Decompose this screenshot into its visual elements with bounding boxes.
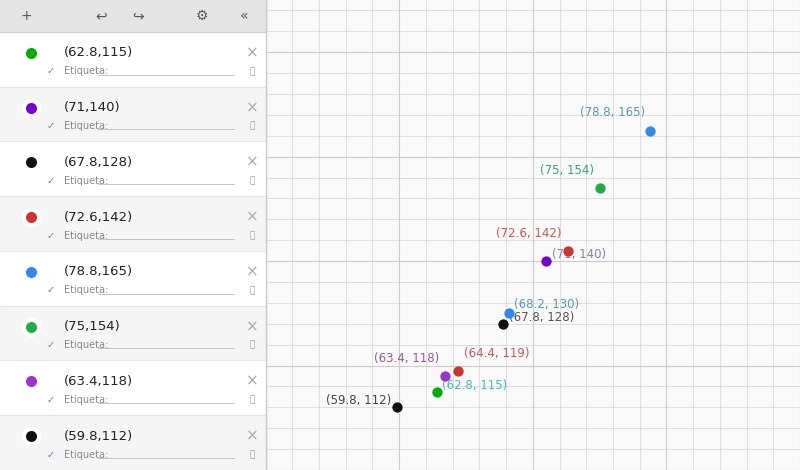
Text: (68.2, 130): (68.2, 130) bbox=[514, 298, 579, 311]
Text: «: « bbox=[240, 9, 249, 23]
Bar bbox=[0, 0, 266, 32]
Text: (62.8, 115): (62.8, 115) bbox=[442, 379, 507, 392]
Bar bbox=[0, 141, 266, 196]
Bar bbox=[0, 415, 266, 470]
Bar bbox=[0, 251, 266, 306]
Text: (75,154): (75,154) bbox=[64, 320, 121, 333]
Text: (71,140): (71,140) bbox=[64, 101, 120, 114]
Text: ✓: ✓ bbox=[46, 121, 54, 131]
Text: Etiqueta:: Etiqueta: bbox=[64, 176, 108, 186]
Text: ↪: ↪ bbox=[132, 9, 144, 23]
Text: ↩: ↩ bbox=[95, 9, 106, 23]
Text: Etiqueta:: Etiqueta: bbox=[64, 285, 108, 296]
Text: ✓: ✓ bbox=[46, 285, 54, 296]
Point bbox=[594, 184, 606, 192]
Text: Etiqueta:: Etiqueta: bbox=[64, 121, 108, 131]
Point bbox=[438, 372, 451, 380]
Text: (67.8, 128): (67.8, 128) bbox=[509, 311, 574, 324]
Text: ×: × bbox=[246, 374, 258, 389]
Text: ⚙: ⚙ bbox=[196, 9, 208, 23]
Text: 🔧: 🔧 bbox=[250, 450, 255, 459]
Text: Etiqueta:: Etiqueta: bbox=[64, 66, 108, 77]
Point bbox=[540, 258, 553, 265]
Text: 🔧: 🔧 bbox=[250, 67, 255, 76]
Text: +: + bbox=[21, 9, 32, 23]
Text: ×: × bbox=[246, 100, 258, 115]
Text: 🔧: 🔧 bbox=[250, 395, 255, 404]
Text: (75, 154): (75, 154) bbox=[540, 164, 594, 177]
Text: ×: × bbox=[246, 319, 258, 334]
Text: ×: × bbox=[246, 429, 258, 444]
Text: ✓: ✓ bbox=[46, 176, 54, 186]
Text: 🔧: 🔧 bbox=[250, 176, 255, 185]
Text: (78.8, 165): (78.8, 165) bbox=[580, 106, 645, 119]
Text: ✓: ✓ bbox=[46, 231, 54, 241]
Bar bbox=[0, 306, 266, 360]
Text: (78.8,165): (78.8,165) bbox=[64, 265, 133, 278]
Text: 🔧: 🔧 bbox=[250, 341, 255, 350]
Text: Etiqueta:: Etiqueta: bbox=[64, 395, 108, 405]
Text: ×: × bbox=[246, 155, 258, 170]
Point bbox=[390, 404, 403, 411]
Text: ✓: ✓ bbox=[46, 395, 54, 405]
Text: ✓: ✓ bbox=[46, 66, 54, 77]
Point bbox=[502, 310, 515, 317]
Bar bbox=[0, 196, 266, 251]
Text: (59.8, 112): (59.8, 112) bbox=[326, 394, 391, 407]
Text: (63.4,118): (63.4,118) bbox=[64, 375, 133, 388]
Point bbox=[561, 247, 574, 254]
Text: ✓: ✓ bbox=[46, 340, 54, 350]
Text: (63.4, 118): (63.4, 118) bbox=[374, 352, 439, 365]
Text: (72.6, 142): (72.6, 142) bbox=[497, 227, 562, 240]
Text: Etiqueta:: Etiqueta: bbox=[64, 450, 108, 460]
Text: ×: × bbox=[246, 45, 258, 60]
Bar bbox=[0, 32, 266, 87]
Bar bbox=[0, 360, 266, 415]
Text: Etiqueta:: Etiqueta: bbox=[64, 340, 108, 350]
Text: (62.8,115): (62.8,115) bbox=[64, 46, 133, 59]
Text: ×: × bbox=[246, 264, 258, 279]
Text: (72.6,142): (72.6,142) bbox=[64, 211, 133, 224]
Text: 🔧: 🔧 bbox=[250, 286, 255, 295]
Point bbox=[451, 367, 464, 375]
Text: 🔧: 🔧 bbox=[250, 122, 255, 131]
Text: ×: × bbox=[246, 210, 258, 225]
Text: Etiqueta:: Etiqueta: bbox=[64, 231, 108, 241]
Bar bbox=[0, 87, 266, 141]
Text: (59.8,112): (59.8,112) bbox=[64, 430, 133, 443]
Point bbox=[644, 127, 657, 134]
Point bbox=[430, 388, 443, 395]
Text: 🔧: 🔧 bbox=[250, 231, 255, 240]
Text: (71, 140): (71, 140) bbox=[552, 248, 606, 261]
Point bbox=[497, 320, 510, 328]
Text: (64.4, 119): (64.4, 119) bbox=[463, 347, 529, 360]
Text: ✓: ✓ bbox=[46, 450, 54, 460]
Text: (67.8,128): (67.8,128) bbox=[64, 156, 133, 169]
